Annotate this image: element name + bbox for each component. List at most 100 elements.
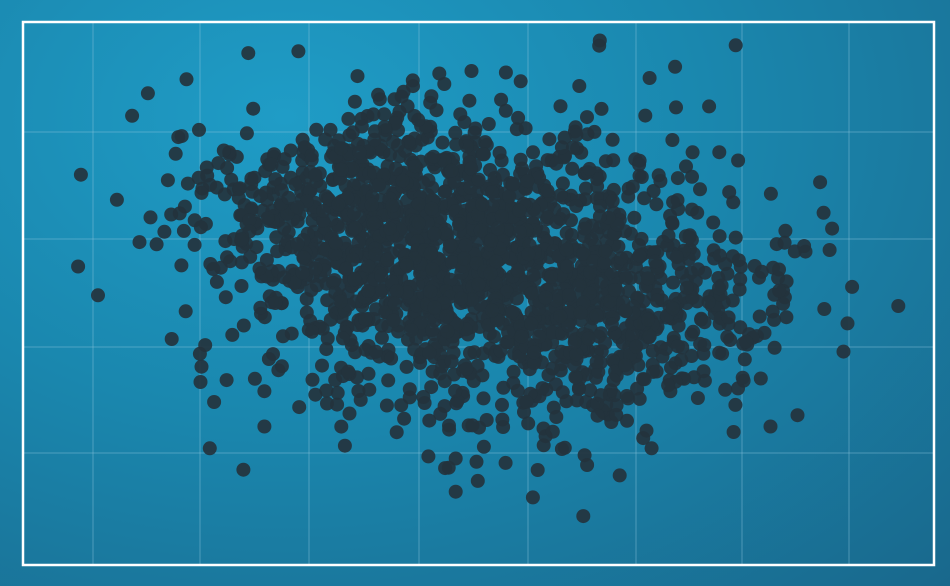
scatter-point <box>666 195 681 210</box>
scatter-point <box>464 64 479 78</box>
scatter-point <box>577 448 592 463</box>
scatter-point <box>666 275 681 290</box>
scatter-point <box>763 419 778 434</box>
scatter-point <box>268 296 283 310</box>
scatter-point <box>555 176 570 191</box>
scatter-point <box>253 300 268 315</box>
scatter-point <box>648 254 663 269</box>
scatter-point <box>218 290 233 305</box>
scatter-point <box>564 213 578 228</box>
scatter-point <box>323 312 338 327</box>
scatter-point <box>521 247 536 262</box>
scatter-point <box>670 339 685 354</box>
scatter-point <box>364 197 379 212</box>
scatter-point <box>542 132 557 147</box>
scatter-point <box>606 182 621 197</box>
scatter-point <box>330 397 345 412</box>
scatter-point <box>236 462 251 477</box>
scatter-point <box>316 204 331 218</box>
scatter-point <box>334 419 349 434</box>
scatter-point <box>125 108 140 123</box>
scatter-point <box>207 395 222 409</box>
scatter-point <box>198 338 213 353</box>
scatter-point <box>174 129 189 144</box>
scatter-point <box>476 346 491 361</box>
scatter-point <box>470 473 485 488</box>
scatter-point <box>438 461 453 476</box>
scatter-point <box>179 72 194 87</box>
scatter-point <box>444 163 459 178</box>
scatter-point <box>358 312 373 327</box>
scatter-point <box>160 173 175 188</box>
scatter-point <box>471 172 486 187</box>
scatter-point <box>211 156 226 171</box>
scatter-point <box>71 259 86 274</box>
scatter-point <box>767 340 782 355</box>
scatter-point <box>532 329 547 344</box>
scatter-point <box>347 94 362 109</box>
scatter-point <box>568 370 583 385</box>
scatter-point <box>573 305 588 320</box>
scatter-point <box>502 189 517 204</box>
scatter-point <box>578 181 593 196</box>
scatter-point <box>549 215 564 230</box>
scatter-point <box>629 339 644 354</box>
scatter-point <box>485 303 500 318</box>
scatter-point <box>605 194 620 208</box>
scatter-point <box>559 242 574 257</box>
scatter-point <box>697 315 712 330</box>
scatter-point <box>424 380 439 395</box>
scatter-point <box>445 255 460 270</box>
scatter-point <box>641 312 655 327</box>
scatter-point <box>721 310 736 325</box>
scatter-point <box>433 406 448 421</box>
scatter-point <box>367 124 382 139</box>
scatter-point <box>845 279 860 294</box>
scatter-point <box>506 176 521 191</box>
scatter-point <box>458 238 473 253</box>
scatter-point <box>513 74 528 89</box>
scatter-point <box>690 391 705 405</box>
scatter-point <box>386 313 401 328</box>
scatter-point <box>519 394 534 409</box>
scatter-point <box>377 107 392 122</box>
scatter-point <box>569 393 584 408</box>
scatter-point <box>836 344 851 359</box>
scatter-point <box>231 190 246 205</box>
scatter-point <box>567 335 582 350</box>
scatter-point <box>304 152 319 167</box>
scatter-point <box>593 388 608 403</box>
scatter-point <box>526 268 541 283</box>
scatter-point <box>423 284 438 299</box>
scatter-point <box>696 364 711 379</box>
scatter-point <box>712 145 727 160</box>
scatter-point <box>693 182 707 197</box>
scatter-point <box>642 71 657 85</box>
scatter-point <box>718 382 733 397</box>
scatter-point <box>397 411 412 426</box>
scatter-point <box>440 324 455 339</box>
scatter-point <box>399 359 414 374</box>
scatter-point <box>490 221 505 236</box>
scatter-point <box>425 323 440 338</box>
scatter-point <box>465 418 480 433</box>
scatter-point <box>505 305 520 320</box>
scatter-point <box>594 274 609 289</box>
scatter-point <box>569 128 584 143</box>
scatter-point <box>422 413 437 428</box>
scatter-point <box>296 250 311 265</box>
scatter-point <box>565 161 580 176</box>
scatter-point <box>421 449 436 464</box>
scatter-point <box>290 200 305 215</box>
scatter-point <box>385 198 400 213</box>
scatter-point <box>339 261 354 276</box>
scatter-point <box>487 329 501 344</box>
scatter-point <box>192 122 206 137</box>
scatter-point <box>509 122 524 137</box>
scatter-point <box>241 46 256 61</box>
scatter-point <box>679 280 694 295</box>
scatter-point <box>381 373 396 388</box>
scatter-point <box>475 368 490 383</box>
scatter-point <box>361 259 376 274</box>
scatter-point <box>413 355 428 370</box>
